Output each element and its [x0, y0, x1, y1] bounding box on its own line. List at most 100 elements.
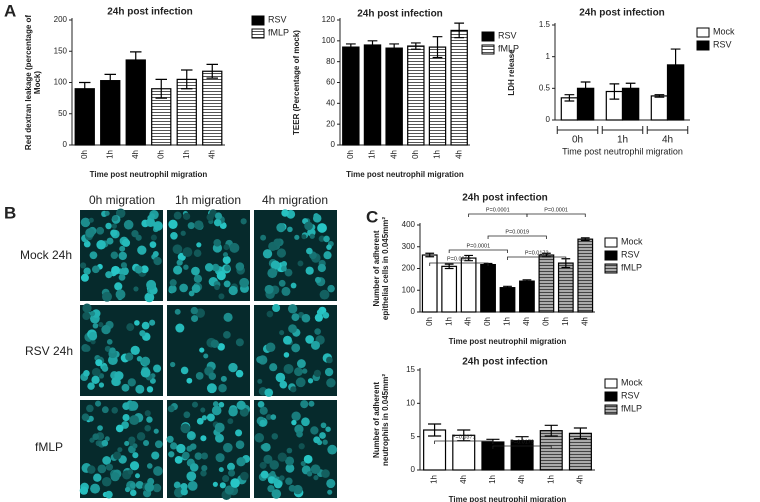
nucleus — [152, 251, 159, 257]
nucleus — [291, 343, 301, 353]
nucleus — [189, 463, 199, 472]
error-bar — [345, 43, 356, 51]
nucleus — [182, 212, 191, 220]
micrograph — [167, 305, 250, 396]
nucleus — [261, 442, 271, 452]
nucleus — [149, 319, 156, 326]
nucleus — [146, 217, 156, 227]
y-axis-label-box: LDH release — [507, 49, 516, 95]
nucleus — [224, 485, 234, 495]
nucleus — [284, 268, 293, 277]
annotation: P=0.0172 — [525, 250, 549, 256]
y-axis-label-box: Red dextran leakage (percentage of Mock) — [24, 15, 42, 150]
nucleus — [236, 400, 246, 410]
nucleus — [144, 424, 151, 432]
nucleus — [212, 481, 218, 487]
legend-label: Mock — [713, 26, 735, 36]
x-axis-label: Time post neutrophil migration — [449, 337, 567, 346]
legend-label: RSV — [498, 30, 517, 40]
significance-bracket — [429, 262, 489, 266]
nucleus — [129, 489, 137, 497]
nucleus — [213, 238, 222, 247]
nucleus — [143, 439, 150, 447]
nucleus — [119, 245, 126, 252]
nucleus — [308, 400, 315, 407]
nucleus — [91, 375, 100, 385]
nucleus — [81, 413, 90, 421]
nucleus — [301, 234, 307, 240]
nucleus — [113, 451, 122, 460]
chart-title: 24h post infection — [462, 193, 548, 204]
nucleus — [104, 210, 110, 216]
nucleus — [287, 226, 293, 233]
nucleus — [264, 284, 274, 294]
annotation: P=0.0001 — [466, 243, 490, 249]
nucleus — [140, 356, 151, 366]
nucleus — [217, 343, 225, 351]
nucleus — [201, 452, 209, 460]
nucleus — [98, 382, 105, 388]
bar — [428, 46, 447, 146]
nucleus — [180, 230, 186, 236]
nucleus — [275, 372, 286, 383]
nucleus — [211, 263, 220, 272]
nucleus — [296, 359, 306, 369]
x-axis-label: Time post neutrophil migration — [562, 146, 683, 156]
nucleus — [80, 217, 91, 228]
nucleus — [300, 400, 309, 409]
nucleus — [87, 415, 94, 422]
nucleus — [200, 435, 207, 442]
x-tick-label: 4h — [522, 317, 531, 326]
nucleus — [310, 464, 321, 474]
y-tick-label: 100 — [402, 285, 416, 294]
nucleus — [235, 429, 243, 437]
nucleus — [85, 228, 95, 238]
nucleus — [104, 345, 111, 352]
nucleus — [111, 407, 118, 414]
x-tick-label: 0h — [80, 150, 89, 159]
significance-bracket — [487, 235, 547, 239]
nucleus — [102, 291, 112, 302]
nucleus — [235, 440, 245, 449]
nucleus — [183, 411, 191, 419]
nucleus — [323, 235, 330, 243]
nucleus — [271, 489, 282, 499]
nucleus — [173, 211, 182, 220]
nucleus — [173, 481, 181, 489]
nucleus — [125, 352, 134, 361]
nucleus — [190, 306, 199, 315]
error-bar — [580, 237, 590, 242]
error-bar — [206, 63, 218, 79]
nucleus — [323, 251, 332, 260]
nucleus — [129, 482, 136, 489]
nucleus — [228, 469, 236, 477]
nucleus — [321, 469, 330, 478]
image-row-label: RSV 24h — [25, 344, 73, 358]
nucleus — [93, 473, 102, 482]
nucleus — [126, 323, 135, 332]
y-axis-label: TEER (Percentage of mock) — [292, 30, 301, 135]
bar — [650, 95, 669, 121]
nucleus — [206, 213, 214, 221]
error-bar — [367, 40, 378, 50]
nucleus — [139, 330, 146, 337]
nucleus — [223, 312, 233, 322]
bar — [519, 280, 535, 313]
nucleus — [291, 419, 297, 426]
x-group-bracket — [601, 126, 644, 134]
nucleus — [272, 304, 281, 313]
nucleus — [111, 215, 119, 222]
nucleus — [259, 461, 267, 469]
nucleus — [280, 265, 287, 272]
nucleus — [149, 377, 156, 384]
nucleus — [86, 404, 94, 413]
nucleus — [322, 439, 328, 445]
nucleus — [180, 483, 188, 491]
nucleus — [285, 456, 295, 466]
legend-swatch — [696, 27, 710, 38]
nucleus — [201, 415, 207, 421]
nucleus — [98, 322, 104, 328]
nucleus — [239, 277, 250, 288]
y-tick-label: 100 — [54, 78, 68, 87]
significance-bracket — [526, 213, 586, 217]
